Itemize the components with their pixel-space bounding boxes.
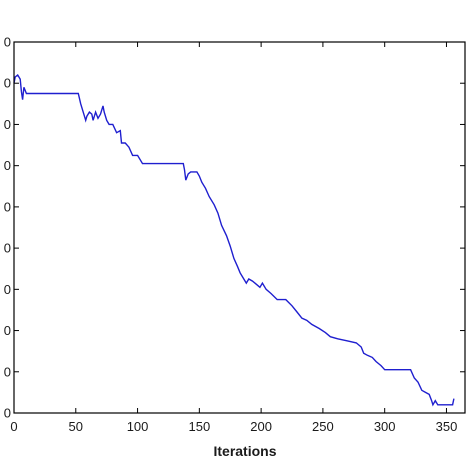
y-tick-label: 0 <box>4 35 11 50</box>
y-tick-label: 0 <box>4 364 11 379</box>
series-line <box>13 73 455 407</box>
plot-frame <box>13 41 466 414</box>
y-axis-ticks: 0 0 0 0 0 0 0 0 0 0 <box>4 35 465 421</box>
x-axis-title: Iterations <box>213 443 276 459</box>
x-tick-label: 50 <box>69 419 83 434</box>
y-tick-label: 0 <box>4 323 11 338</box>
y-tick-label: 0 <box>4 158 11 173</box>
x-tick-label: 300 <box>374 419 396 434</box>
y-tick-label: 0 <box>4 241 11 256</box>
y-tick-label: 0 <box>4 117 11 132</box>
plot-area <box>14 42 465 413</box>
y-tick-label: 0 <box>4 282 11 297</box>
x-tick-label: 0 <box>10 419 17 434</box>
x-axis-ticks: 0 50 100 150 200 250 300 350 <box>10 42 457 434</box>
x-tick-label: 100 <box>127 419 149 434</box>
x-tick-label: 200 <box>250 419 272 434</box>
x-tick-label: 250 <box>312 419 334 434</box>
x-tick-label: 350 <box>436 419 458 434</box>
x-tick-label: 150 <box>188 419 210 434</box>
y-tick-label: 0 <box>4 199 11 214</box>
y-tick-label: 0 <box>4 76 11 91</box>
y-tick-label: 0 <box>4 406 11 421</box>
